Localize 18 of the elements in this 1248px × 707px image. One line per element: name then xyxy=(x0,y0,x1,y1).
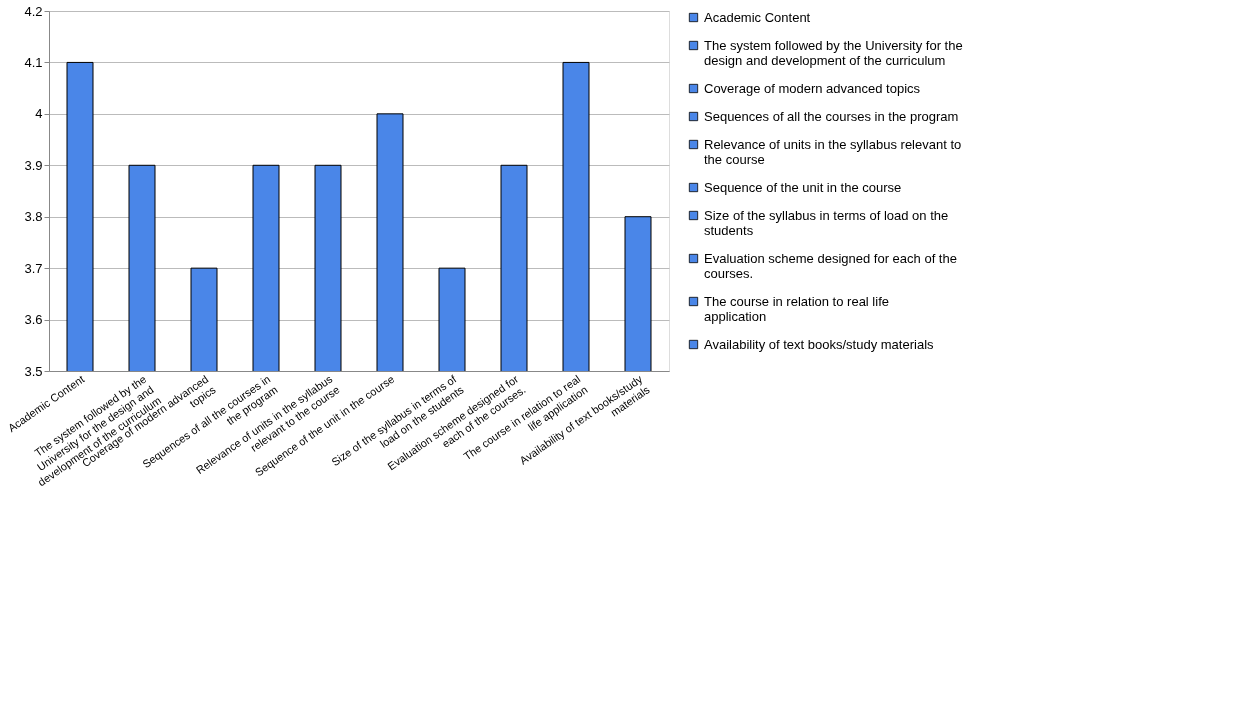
legend-label: Size of the syllabus in terms of load on the students xyxy=(704,207,949,238)
y-tick-label: 3.6 xyxy=(24,312,43,328)
legend-label: Coverage of modern advanced topics xyxy=(704,80,921,96)
y-tick-label: 3.9 xyxy=(24,157,43,173)
legend-label: Academic Content xyxy=(704,9,811,25)
legend-label: Sequence of the unit in the course xyxy=(704,179,902,195)
y-tick-label: 4 xyxy=(35,106,43,122)
y-tick-label: 3.8 xyxy=(24,209,43,225)
y-tick-label: 3.5 xyxy=(24,363,43,379)
y-tick-label: 3.7 xyxy=(24,260,43,276)
y-tick-label: 4.2 xyxy=(24,3,43,19)
legend-label: Relevance of units in the syllabus relevant to the course xyxy=(704,136,962,167)
legend-label: Evaluation scheme designed for each of the courses. xyxy=(704,250,957,281)
y-tick-label: 4.1 xyxy=(24,54,43,70)
legend-label: The system followed by the University for the design and development of the curriculum xyxy=(704,37,963,68)
legend-label: Sequences of all the courses in the program xyxy=(704,108,959,124)
legend-label: Availability of text books/study materials xyxy=(704,336,935,352)
legend-label: The course in relation to real life application xyxy=(704,293,889,324)
